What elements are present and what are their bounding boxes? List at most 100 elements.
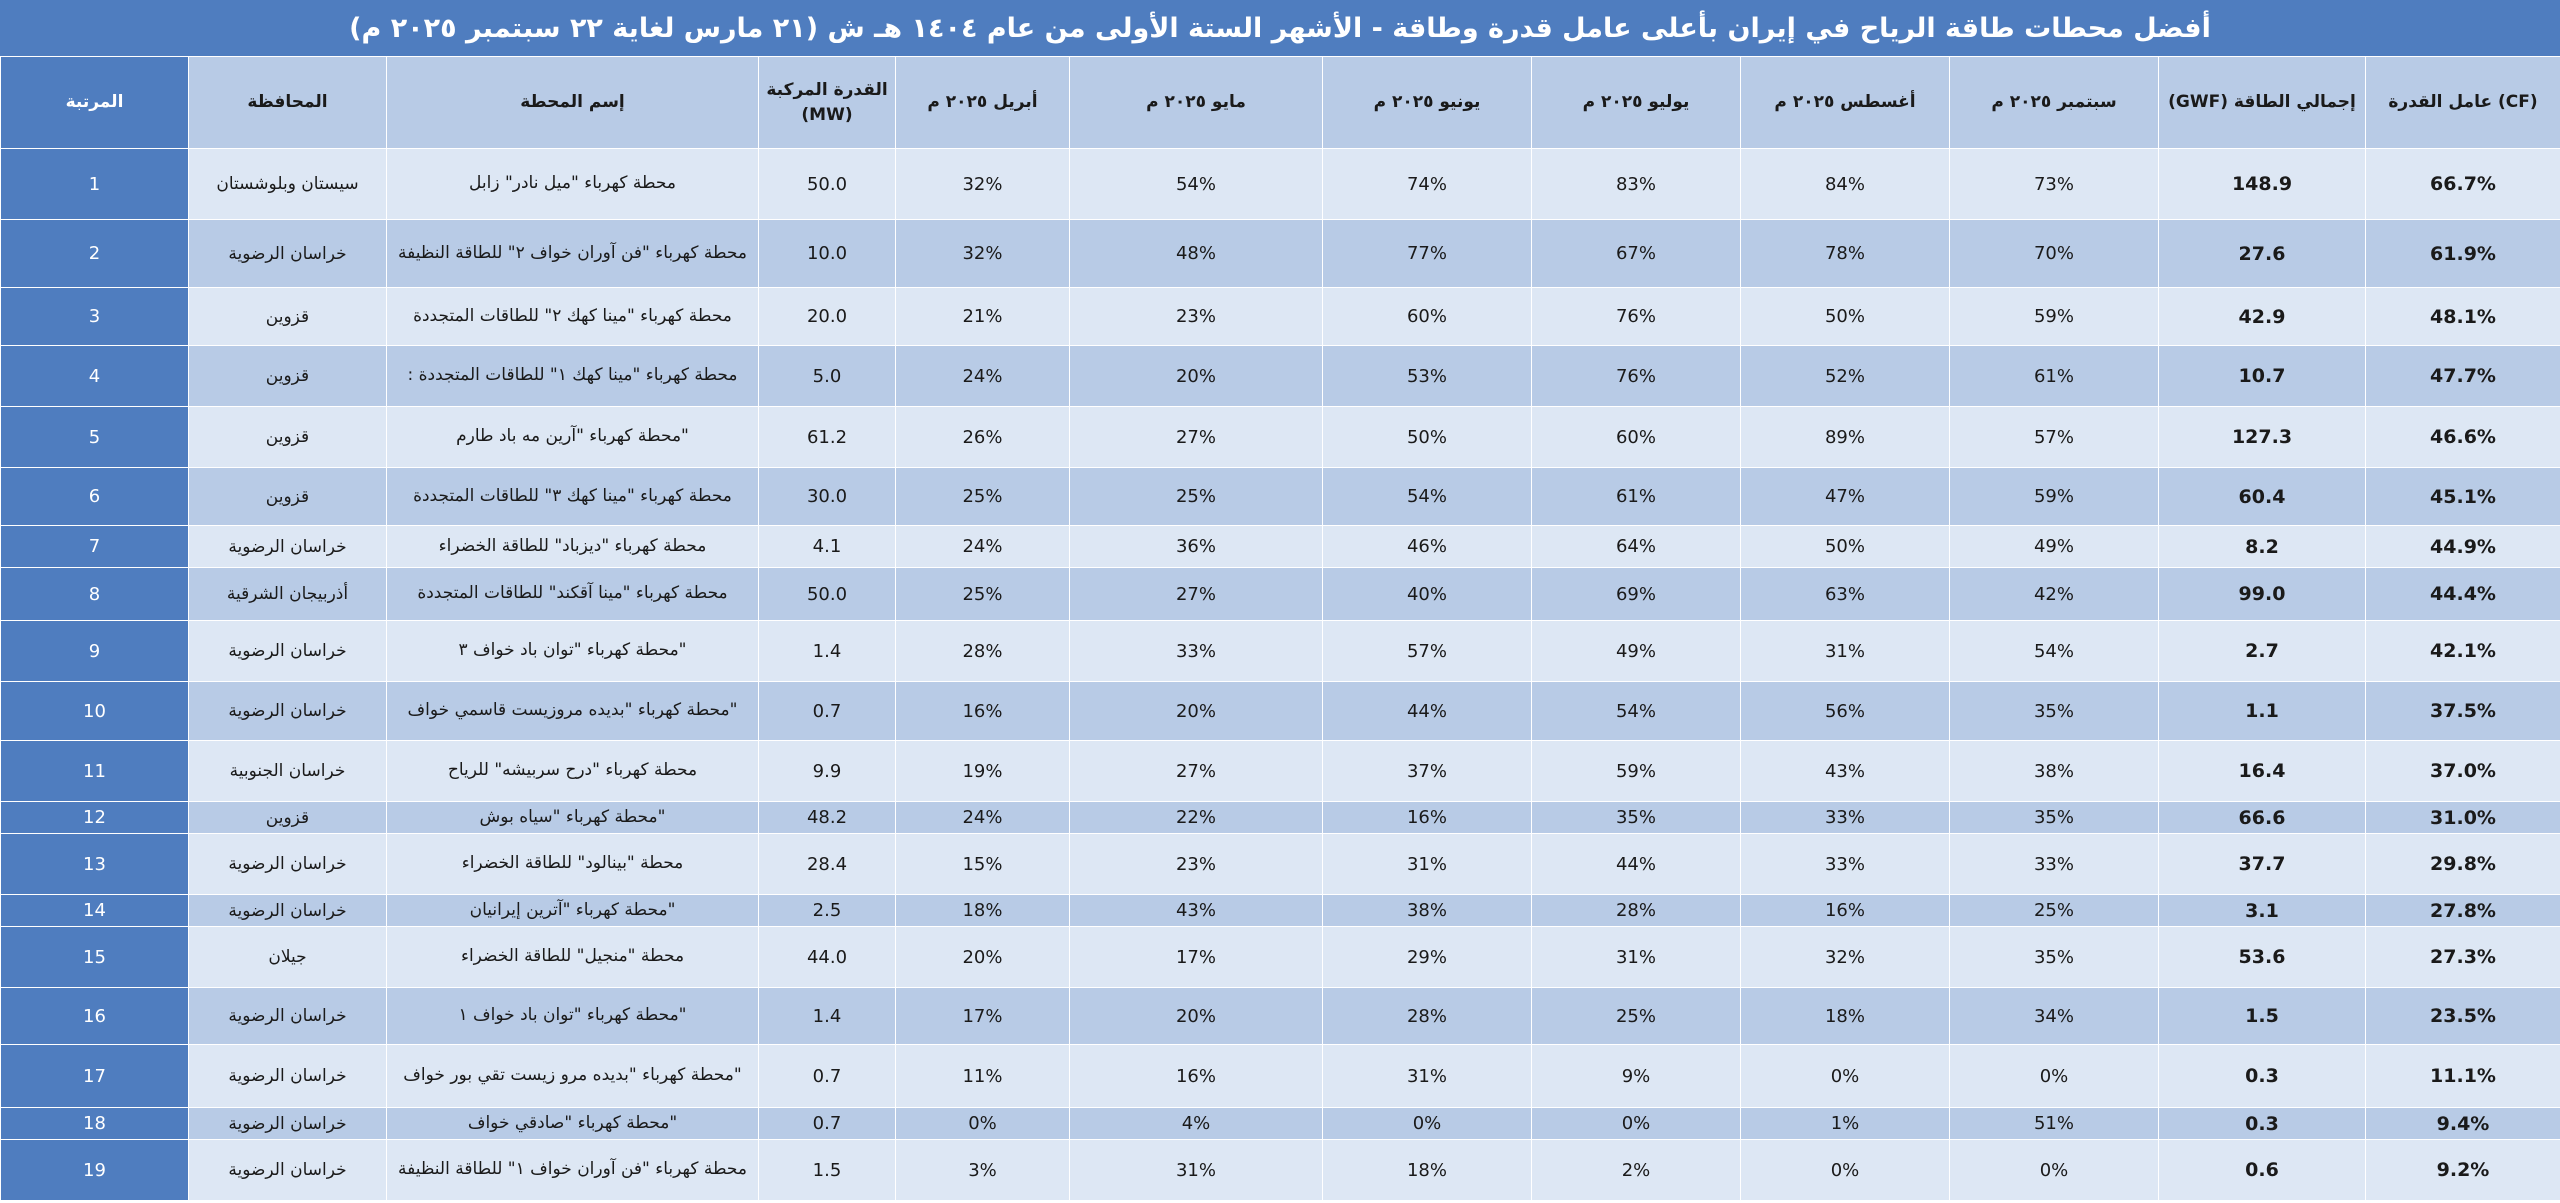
cell-rank: 9: [0, 620, 189, 682]
cell-sep: 73%: [1949, 148, 2159, 220]
cell-cf: 29.8%: [2365, 833, 2560, 895]
cell-aug: 33%: [1740, 833, 1950, 895]
cell-energy: 148.9: [2158, 148, 2366, 220]
cell-aug: 50%: [1740, 525, 1950, 568]
cell-jun: 40%: [1322, 567, 1532, 621]
cell-sep: 42%: [1949, 567, 2159, 621]
cell-energy: 0.3: [2158, 1044, 2366, 1108]
cell-jul: 0%: [1531, 1107, 1741, 1140]
table-row: 7 خراسان الرضوية محطة كهرباء "ديزباد" للطا…: [0, 525, 2560, 568]
cell-apr: 3%: [895, 1139, 1070, 1201]
cell-apr: 24%: [895, 801, 1070, 834]
cell-apr: 20%: [895, 926, 1070, 988]
cell-apr: 26%: [895, 406, 1070, 468]
cell-cf: 27.8%: [2365, 894, 2560, 927]
cell-apr: 16%: [895, 681, 1070, 741]
cell-jul: 28%: [1531, 894, 1741, 927]
cell-station: محطة "منجيل" للطاقة الخضراء: [386, 926, 759, 988]
header-capacity: القدرة المركبة (MW): [758, 56, 896, 149]
cell-rank: 6: [0, 467, 189, 526]
cell-energy: 1.1: [2158, 681, 2366, 741]
cell-energy: 10.7: [2158, 345, 2366, 407]
cell-energy: 8.2: [2158, 525, 2366, 568]
cell-sep: 57%: [1949, 406, 2159, 468]
cell-jun: 46%: [1322, 525, 1532, 568]
cell-capacity: 28.4: [758, 833, 896, 895]
header-rank: المرتبة: [0, 56, 189, 149]
header-row: المرتبة المحافظة إسم المحطة القدرة المرك…: [0, 56, 2560, 149]
cell-station: محطة كهرباء "مينا كهك ٣" للطاقات المتجدد…: [386, 467, 759, 526]
cell-energy: 16.4: [2158, 740, 2366, 802]
cell-rank: 8: [0, 567, 189, 621]
cell-aug: 52%: [1740, 345, 1950, 407]
cell-station: "محطة كهرباء "توان باد خواف ١: [386, 987, 759, 1045]
cell-jun: 16%: [1322, 801, 1532, 834]
cell-may: 43%: [1069, 894, 1323, 927]
cell-aug: 84%: [1740, 148, 1950, 220]
cell-capacity: 1.4: [758, 987, 896, 1045]
cell-jul: 59%: [1531, 740, 1741, 802]
cell-apr: 0%: [895, 1107, 1070, 1140]
cell-sep: 59%: [1949, 287, 2159, 346]
cell-capacity: 1.5: [758, 1139, 896, 1201]
cell-may: 54%: [1069, 148, 1323, 220]
cell-may: 27%: [1069, 740, 1323, 802]
cell-aug: 16%: [1740, 894, 1950, 927]
cell-capacity: 50.0: [758, 567, 896, 621]
cell-jun: 77%: [1322, 219, 1532, 288]
table-row: 3 قزوين محطة كهرباء "مينا كهك ٢" للطاقات ا…: [0, 287, 2560, 346]
cell-jul: 31%: [1531, 926, 1741, 988]
cell-province: خراسان الرضوية: [188, 620, 387, 682]
header-apr: أبريل ٢٠٢٥ م: [895, 56, 1070, 149]
cell-aug: 78%: [1740, 219, 1950, 288]
cell-station: محطة كهرباء "ديزباد" للطاقة الخضراء: [386, 525, 759, 568]
table-row: 19 خراسان الرضوية محطة كهرباء "فن آوران خو…: [0, 1139, 2560, 1201]
cell-sep: 38%: [1949, 740, 2159, 802]
cell-jul: 60%: [1531, 406, 1741, 468]
cell-province: خراسان الرضوية: [188, 1044, 387, 1108]
cell-cf: 9.2%: [2365, 1139, 2560, 1201]
cell-may: 33%: [1069, 620, 1323, 682]
cell-province: سيستان وبلوشستان: [188, 148, 387, 220]
cell-cf: 37.0%: [2365, 740, 2560, 802]
cell-province: خراسان الرضوية: [188, 219, 387, 288]
cell-energy: 0.6: [2158, 1139, 2366, 1201]
cell-station: "محطة كهرباء "سياه بوش: [386, 801, 759, 834]
cell-station: محطة كهرباء "مينا كهك ١" للطاقات المتجدد…: [386, 345, 759, 407]
cell-sep: 35%: [1949, 801, 2159, 834]
cell-aug: 18%: [1740, 987, 1950, 1045]
cell-apr: 18%: [895, 894, 1070, 927]
cell-cf: 9.4%: [2365, 1107, 2560, 1140]
cell-energy: 60.4: [2158, 467, 2366, 526]
cell-province: خراسان الرضوية: [188, 525, 387, 568]
cell-capacity: 5.0: [758, 345, 896, 407]
cell-province: خراسان الرضوية: [188, 1107, 387, 1140]
table-row: 2 خراسان الرضوية محطة كهرباء "فن آوران خوا…: [0, 219, 2560, 288]
cell-province: قزوين: [188, 467, 387, 526]
cell-rank: 18: [0, 1107, 189, 1140]
cell-jul: 9%: [1531, 1044, 1741, 1108]
cell-sep: 0%: [1949, 1044, 2159, 1108]
cell-rank: 4: [0, 345, 189, 407]
cell-capacity: 1.4: [758, 620, 896, 682]
header-aug: أغسطس ٢٠٢٥ م: [1740, 56, 1950, 149]
cell-jun: 29%: [1322, 926, 1532, 988]
cell-aug: 33%: [1740, 801, 1950, 834]
cell-energy: 1.5: [2158, 987, 2366, 1045]
cell-capacity: 4.1: [758, 525, 896, 568]
cell-aug: 63%: [1740, 567, 1950, 621]
cell-sep: 25%: [1949, 894, 2159, 927]
cell-cf: 44.4%: [2365, 567, 2560, 621]
cell-sep: 0%: [1949, 1139, 2159, 1201]
cell-energy: 42.9: [2158, 287, 2366, 346]
cell-aug: 31%: [1740, 620, 1950, 682]
cell-jul: 49%: [1531, 620, 1741, 682]
cell-jul: 69%: [1531, 567, 1741, 621]
cell-may: 25%: [1069, 467, 1323, 526]
cell-rank: 5: [0, 406, 189, 468]
cell-province: خراسان الجنوبية: [188, 740, 387, 802]
cell-energy: 127.3: [2158, 406, 2366, 468]
cell-aug: 43%: [1740, 740, 1950, 802]
cell-energy: 99.0: [2158, 567, 2366, 621]
cell-cf: 45.1%: [2365, 467, 2560, 526]
